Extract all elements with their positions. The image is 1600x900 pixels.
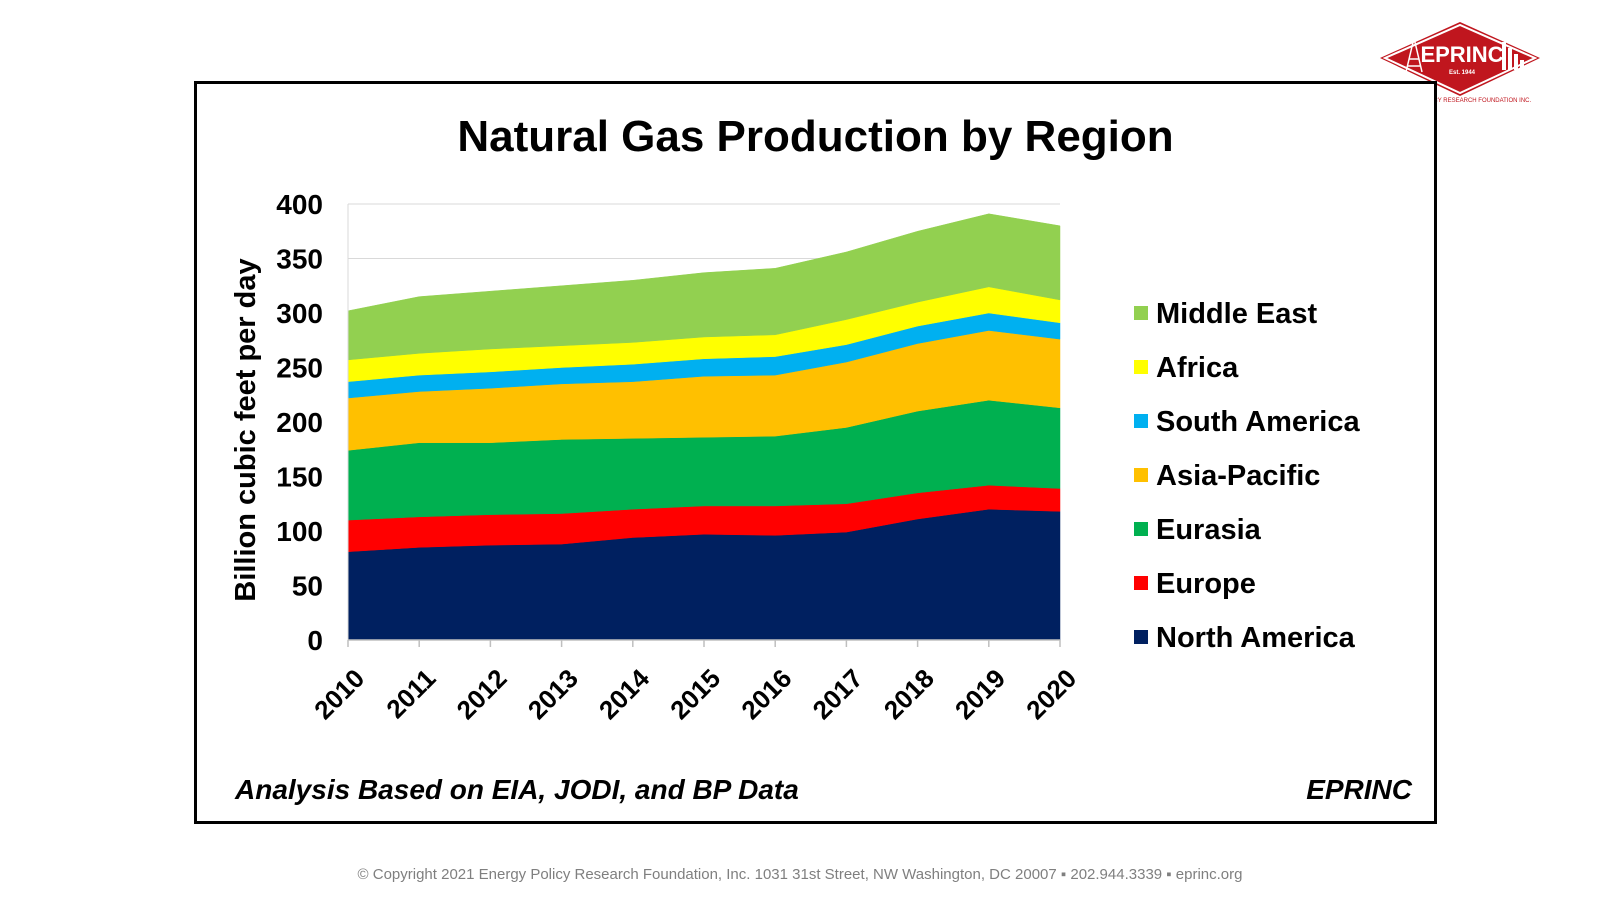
legend-label-europe: Europe <box>1156 568 1256 600</box>
x-tick-label-2011: 2011 <box>380 663 441 724</box>
x-tick-label-2013: 2013 <box>522 663 584 725</box>
legend-swatch-eurasia <box>1134 522 1148 536</box>
y-tick-label-350: 350 <box>276 244 323 275</box>
x-tick-label-2020: 2020 <box>1020 663 1082 725</box>
x-tick-label-2010: 2010 <box>308 663 370 725</box>
x-tick-label-2018: 2018 <box>878 663 940 725</box>
legend-swatch-north-america <box>1134 630 1148 644</box>
y-tick-label-100: 100 <box>276 516 323 547</box>
logo-arc-text: ENERGY POLICY RESEARCH FOUNDATION INC. <box>1393 98 1532 104</box>
y-axis-title: Billion cubic feet per day <box>230 258 262 601</box>
x-tick-label-2016: 2016 <box>735 663 797 725</box>
series-area-middle-east <box>347 213 1061 361</box>
x-tick-label-2014: 2014 <box>593 663 655 725</box>
logo-diamond <box>1380 22 1540 96</box>
legend-label-north-america: North America <box>1156 622 1356 654</box>
legend-label-eurasia: Eurasia <box>1156 514 1262 546</box>
area-chart: 0 50 100 150 200 250 300 350 400 2010 2011 2012 2013… <box>230 189 1360 725</box>
legend-swatch-middle-east <box>1134 306 1148 320</box>
y-tick-label-250: 250 <box>276 353 323 384</box>
legend-label-africa: Africa <box>1156 352 1239 384</box>
copyright-footer: © Copyright 2021 Energy Policy Research … <box>357 866 1243 883</box>
brand-note: EPRINC <box>1306 774 1412 805</box>
legend-swatch-asia-pacific <box>1134 468 1148 482</box>
legend-swatch-south-america <box>1134 414 1148 428</box>
legend-swatch-europe <box>1134 576 1148 590</box>
x-tick-label-2017: 2017 <box>807 663 869 725</box>
x-tick-label-2012: 2012 <box>451 663 513 725</box>
y-tick-label-300: 300 <box>276 298 323 329</box>
x-tick-label-2019: 2019 <box>949 663 1011 725</box>
logo-name: EPRINC <box>1420 42 1503 67</box>
legend-swatch-africa <box>1134 360 1148 374</box>
source-note: Analysis Based on EIA, JODI, and BP Data <box>235 774 799 805</box>
y-tick-label-150: 150 <box>276 462 323 493</box>
y-tick-label-200: 200 <box>276 407 323 438</box>
logo-established: Est. 1944 <box>1449 70 1476 76</box>
chart-frame: Natural Gas Production by Region 0 50 100 1… <box>194 81 1437 824</box>
legend-label-asia-pacific: Asia-Pacific <box>1156 460 1320 492</box>
y-tick-label-400: 400 <box>276 189 323 220</box>
legend-label-south-america: South America <box>1156 406 1360 438</box>
eprinc-logo: EPRINC Est. 1944 ENERGY POLICY RESEARCH … <box>1380 22 1540 104</box>
chart-title: Natural Gas Production by Region <box>457 112 1174 161</box>
x-tick-label-2015: 2015 <box>664 663 726 725</box>
y-tick-label-50: 50 <box>292 571 323 602</box>
legend-label-middle-east: Middle East <box>1156 298 1317 330</box>
y-tick-label-0: 0 <box>307 625 323 656</box>
